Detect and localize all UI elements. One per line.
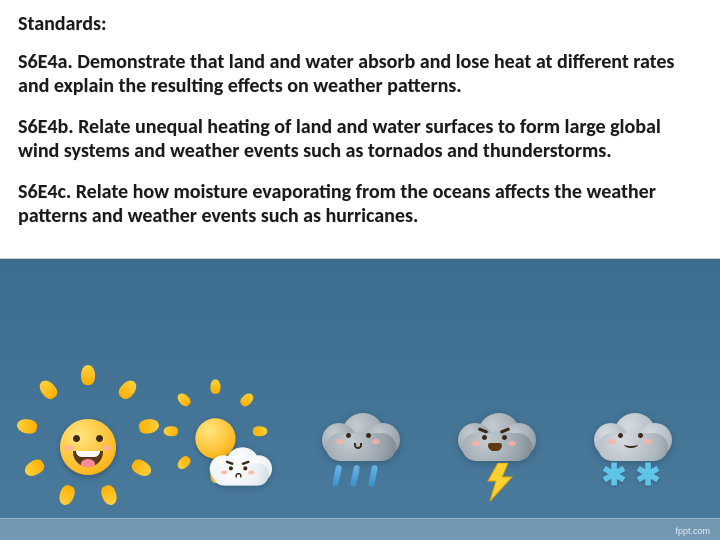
standard-b: S6E4b. Relate unequal heating of land an… [18,115,702,164]
lightning-bolt-icon [486,463,514,501]
standard-c: S6E4c. Relate how moisture evaporating f… [18,180,702,229]
standard-a: S6E4a. Demonstrate that land and water a… [18,50,702,99]
footer-bar [0,518,720,540]
sun-happy-icon [36,395,141,500]
rain-cloud-icon [308,395,413,500]
sun-cloud-angry-icon [172,395,277,500]
thunder-cloud-icon [444,395,549,500]
standards-text-area: Standards: S6E4a. Demonstrate that land … [0,0,720,259]
watermark: fppt.com [675,526,710,536]
weather-icons-row: ✱ ✱ [0,382,720,512]
snow-cloud-icon: ✱ ✱ [580,395,685,500]
heading: Standards: [18,12,702,36]
